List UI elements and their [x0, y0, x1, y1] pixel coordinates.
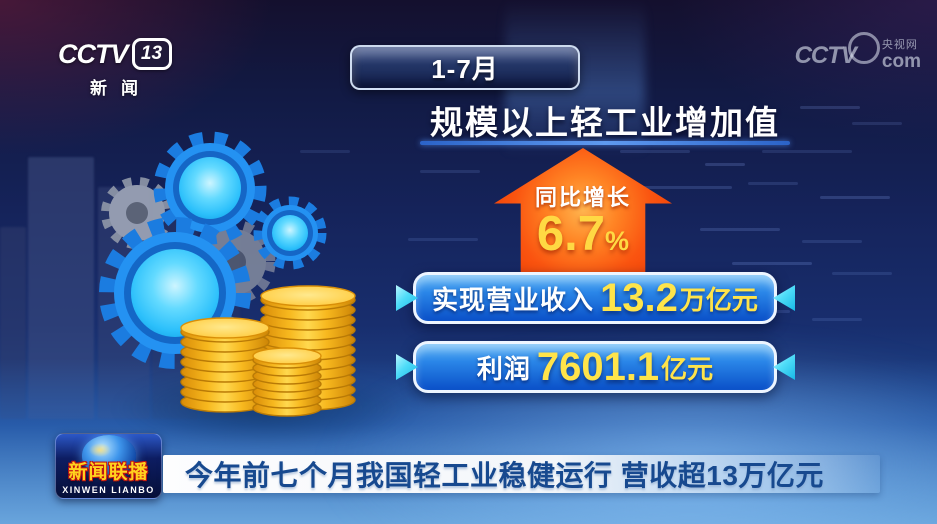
infographic-title: 规模以上轻工业增加值: [430, 104, 780, 141]
watermark-site-name: 央视网: [881, 39, 918, 51]
growth-value: 6.7%: [536, 207, 630, 261]
coin-stack: [252, 347, 322, 417]
growth-label: 同比增长: [534, 185, 631, 210]
channel-number-badge: 13: [131, 38, 172, 70]
channel-logo: CCTV 13 新闻: [58, 38, 172, 99]
blue-gear-icon: [253, 196, 327, 270]
watermark-ring-icon: [847, 31, 880, 64]
channel-wordmark: CCTV: [58, 38, 128, 69]
revenue-label: 实现营业收入: [432, 284, 595, 315]
blue-gear-icon: [153, 131, 267, 245]
watermark-domain: com: [881, 51, 921, 72]
profit-value: 7601.1: [536, 345, 660, 389]
growth-unit: %: [605, 226, 630, 256]
profit-label: 利润: [476, 353, 531, 384]
watermark-wordmark: CCTV: [794, 41, 857, 69]
period-label: 1-7月: [431, 54, 499, 84]
program-badge: 新闻联播 XINWEN LIANBO: [55, 433, 162, 499]
program-subtitle: XINWEN LIANBO: [62, 485, 155, 495]
revenue-stat-box: 实现营业收入 13.2 万亿元: [413, 272, 777, 324]
globe-icon: [82, 435, 136, 475]
headline-bar: 今年前七个月我国轻工业稳健运行 营收超13万亿元: [163, 455, 880, 493]
title-underline: [420, 141, 790, 145]
revenue-unit: 万亿元: [679, 284, 758, 315]
profit-stat-box: 利润 7601.1 亿元: [413, 341, 777, 393]
channel-name: 新闻: [90, 79, 152, 98]
gold-coins-icon: [180, 285, 356, 417]
revenue-value: 13.2: [600, 276, 678, 320]
profit-unit: 亿元: [661, 353, 714, 384]
network-watermark: CCTV 央视网 com: [794, 31, 921, 72]
headline-text: 今年前七个月我国轻工业稳健运行 营收超13万亿元: [185, 460, 824, 491]
program-title: 新闻联播: [68, 462, 149, 483]
period-pill: 1-7月: [350, 45, 580, 90]
coin-stack: [180, 317, 270, 413]
